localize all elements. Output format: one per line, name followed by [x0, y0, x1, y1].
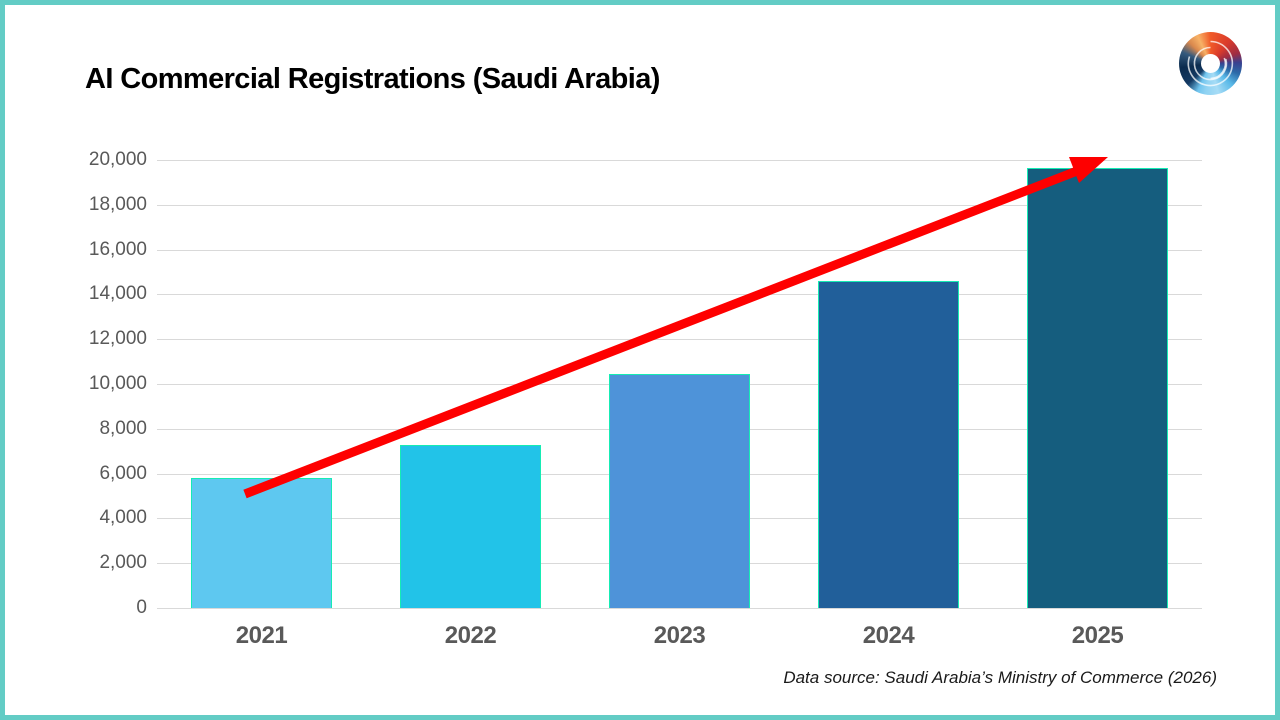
bar-slot	[575, 160, 784, 608]
x-tick-label: 2025	[1071, 622, 1124, 649]
y-tick-label: 18,000	[88, 193, 147, 215]
gridline	[157, 608, 1202, 609]
gridline	[157, 160, 1202, 161]
bar-2021	[191, 478, 332, 608]
data-source-note: Data source: Saudi Arabia’s Ministry of …	[783, 668, 1217, 687]
x-tick-label: 2022	[444, 622, 497, 649]
y-tick-label: 10,000	[88, 373, 147, 394]
chart-title: AI Commercial Registrations (Saudi Arabi…	[85, 63, 660, 95]
bar-2024	[818, 280, 959, 608]
y-tick-label: 12,000	[88, 328, 147, 350]
y-tick-label: 8,000	[99, 417, 147, 439]
y-axis-labels: 20,000 18,000 16,000 14,000 12,000 10,000 8,00…	[45, 149, 147, 618]
bar-2023	[609, 373, 750, 608]
y-tick-label: 20,000	[88, 149, 147, 170]
bar-slot	[784, 160, 993, 608]
x-tick-label: 2024	[862, 622, 915, 649]
x-tick-label: 2023	[653, 622, 706, 649]
y-tick-label: 14,000	[88, 283, 147, 305]
x-tick-label: 2021	[235, 622, 288, 649]
y-tick-label: 0	[136, 597, 147, 618]
bar-slot	[157, 160, 366, 608]
y-tick-label: 2,000	[99, 552, 147, 574]
y-tick-label: 16,000	[88, 238, 147, 260]
bar-slot	[993, 160, 1202, 608]
bar-2025	[1027, 167, 1168, 608]
bar-2022	[400, 444, 541, 608]
y-tick-label: 4,000	[99, 507, 147, 529]
bars-row	[157, 160, 1202, 608]
y-tick-label: 6,000	[99, 462, 147, 484]
x-axis-labels: 2021 2022 2023 2024 2025	[157, 622, 1202, 650]
plot-area	[157, 160, 1202, 609]
logo-swirl-lines	[1187, 40, 1234, 87]
bar-slot	[366, 160, 575, 608]
multicolor-swirl-logo-icon	[1179, 32, 1242, 95]
